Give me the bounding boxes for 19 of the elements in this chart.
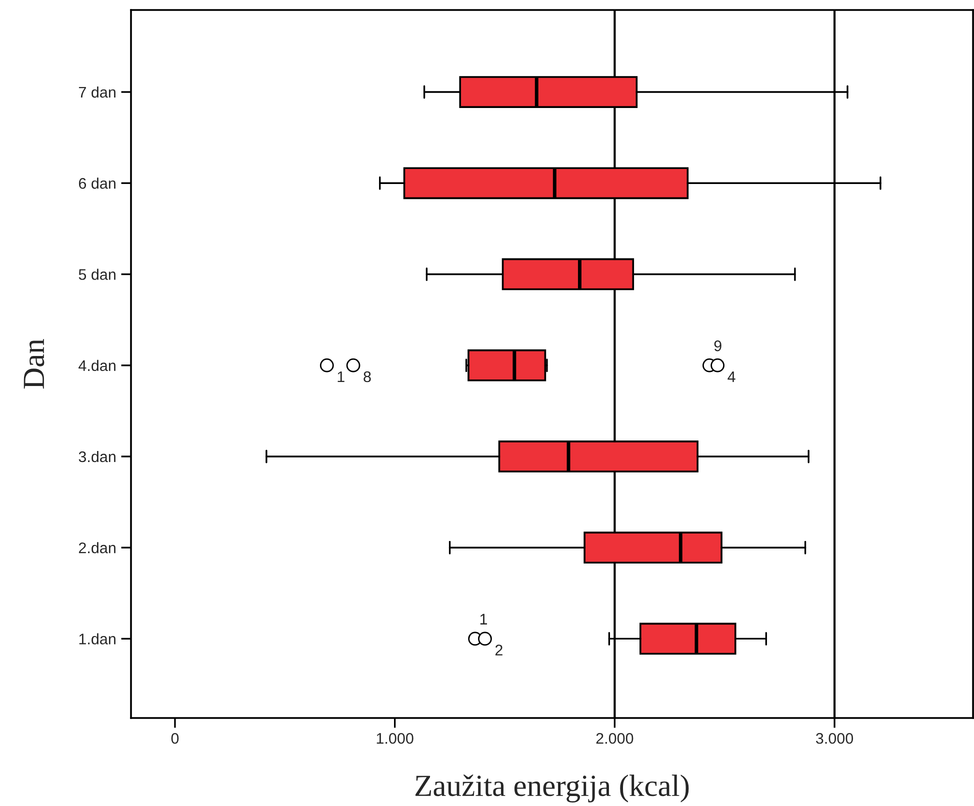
annotation: 8 [364,371,371,382]
annotation: 9 [714,340,722,352]
y-tick-label: 2.dan [78,542,116,554]
y-tick-label: 7 dan [78,86,116,98]
y-tick-label: 6 dan [78,178,116,189]
x-tick-label: 1.000 [376,732,414,744]
y-tick-label: 1.dan [79,633,116,644]
annotation: 4 [728,371,736,382]
x-tick-label: 2.000 [596,732,634,744]
annotation: 2 [495,644,502,656]
x-tick-label: 0 [171,732,179,744]
y-tick-label: 3.dan [78,450,116,462]
y-tick-label: 4.dan [78,360,116,372]
annotation: 1 [480,614,487,624]
annotation: 1 [338,371,344,382]
x-axis-title: Zaužita energija (kcal) [415,774,689,802]
y-tick-label: 5 dan [78,268,116,280]
x-tick-label: 3.000 [816,732,854,744]
y-axis-title: Dan [24,339,44,389]
